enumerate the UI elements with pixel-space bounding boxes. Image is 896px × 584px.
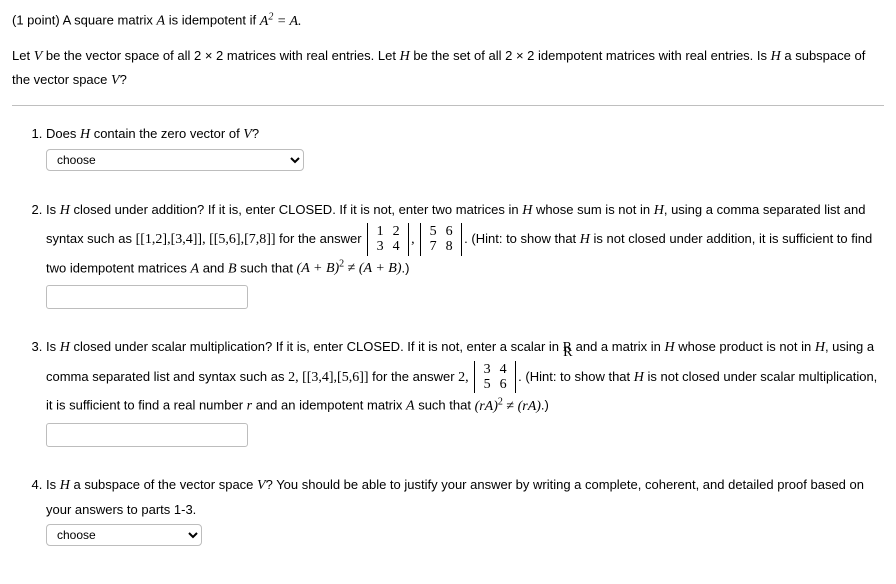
text: is idempotent if — [165, 13, 260, 28]
mcell: 6 — [441, 224, 457, 239]
text: . If it is not, enter two matrices in — [332, 202, 522, 217]
math-H: H — [400, 49, 410, 64]
math-H: H — [654, 203, 664, 218]
math-eq: A2 = A. — [260, 14, 302, 29]
math-H: H — [522, 203, 532, 218]
q2-input[interactable] — [46, 285, 248, 309]
question-2: Is H closed under addition? If it is, en… — [46, 198, 884, 310]
mcell: 4 — [388, 239, 404, 254]
mcell: 5 — [425, 224, 441, 239]
mcell: 4 — [495, 362, 511, 377]
math-H: H — [60, 478, 70, 493]
math-H: H — [815, 340, 825, 355]
text: whose product is not in — [675, 339, 815, 354]
mcell: 8 — [441, 239, 457, 254]
divider — [12, 105, 884, 106]
math-H: H — [665, 340, 675, 355]
text: and — [199, 260, 228, 275]
mcell: 3 — [479, 362, 495, 377]
text: be the vector space of all 2 × 2 matrice… — [42, 48, 399, 63]
text: Is — [46, 202, 60, 217]
hint-eq: (rA)2 ≠ (rA) — [475, 399, 541, 414]
math-V: V — [111, 73, 120, 88]
question-3: Is H closed under scalar multiplication?… — [46, 335, 884, 447]
problem-header: (1 point) A square matrix A is idempoten… — [12, 8, 884, 33]
text: .) — [541, 398, 549, 413]
question-list: Does H contain the zero vector of V? cho… — [12, 122, 884, 546]
mcell: 5 — [479, 377, 495, 392]
text: closed under scalar multiplication? If i… — [70, 339, 347, 354]
points-label: (1 point) — [12, 13, 60, 28]
math-H: H — [80, 127, 90, 142]
text: Is — [46, 339, 60, 354]
text: ? — [120, 72, 127, 87]
math-rhs: = A. — [273, 14, 301, 29]
math-R: R — [563, 340, 572, 355]
math-V: V — [257, 478, 266, 493]
text: such that — [415, 398, 475, 413]
mcell: 2 — [388, 224, 404, 239]
text: and an idempotent matrix — [252, 398, 406, 413]
text: .) — [401, 260, 409, 275]
matrix-2: 5678 — [420, 223, 462, 256]
text: Is — [46, 477, 60, 492]
mcell: 1 — [372, 224, 388, 239]
text: and a matrix in — [572, 339, 665, 354]
text: a subspace of the vector space — [70, 477, 257, 492]
text: for the answer — [369, 368, 459, 383]
syntax-example: [[1,2],[3,4]], [[5,6],[7,8]] — [136, 232, 276, 247]
math-H: H — [60, 340, 70, 355]
problem-intro: Let V be the vector space of all 2 × 2 m… — [12, 45, 884, 93]
math-A: A — [191, 261, 200, 276]
math-V: V — [34, 49, 43, 64]
text: closed under addition? If it is, enter — [70, 202, 279, 217]
matrix-1: 1234 — [367, 223, 409, 256]
hint-eq: (A + B)2 ≠ (A + B) — [297, 261, 402, 276]
two: 2, — [458, 369, 472, 384]
question-1: Does H contain the zero vector of V? cho… — [46, 122, 884, 172]
comma: , — [411, 232, 418, 247]
math-H: H — [580, 232, 590, 247]
math-A: A — [157, 14, 166, 29]
text: contain the zero vector of — [90, 126, 243, 141]
mcell: 3 — [372, 239, 388, 254]
text: whose sum is not in — [532, 202, 653, 217]
math-H: H — [771, 49, 781, 64]
text: . If it is not, enter a scalar in — [400, 339, 563, 354]
mcell: 7 — [425, 239, 441, 254]
neq: ≠ — [503, 399, 518, 414]
neq: ≠ — [344, 261, 359, 276]
q3-input[interactable] — [46, 423, 248, 447]
text: for the answer — [276, 231, 366, 246]
lhs: (rA) — [475, 399, 498, 414]
mcell: 6 — [495, 377, 511, 392]
text-closed: CLOSED — [347, 339, 400, 354]
text: such that — [237, 260, 297, 275]
syntax-example: 2, [[3,4],[5,6]] — [288, 369, 368, 384]
text: ? — [252, 126, 259, 141]
math-H: H — [60, 203, 70, 218]
text: be the set of all 2 × 2 idempotent matri… — [410, 48, 771, 63]
q4-select[interactable]: choose — [46, 524, 202, 546]
text-closed: CLOSED — [279, 202, 332, 217]
lhs: (A + B) — [297, 261, 340, 276]
math-V: V — [243, 127, 252, 142]
text: . (Hint: to show that — [464, 231, 580, 246]
math-B: B — [228, 261, 237, 276]
text: Let — [12, 48, 34, 63]
rhs: (rA) — [518, 399, 541, 414]
rhs: (A + B) — [359, 261, 402, 276]
text: . (Hint: to show that — [518, 368, 634, 383]
matrix: 3456 — [474, 361, 516, 394]
text: Does — [46, 126, 80, 141]
math-H: H — [634, 369, 644, 384]
math-A: A — [406, 399, 415, 414]
question-4: Is H a subspace of the vector space V? Y… — [46, 473, 884, 546]
text: A square matrix — [60, 13, 157, 28]
q1-select[interactable]: choose — [46, 149, 304, 171]
